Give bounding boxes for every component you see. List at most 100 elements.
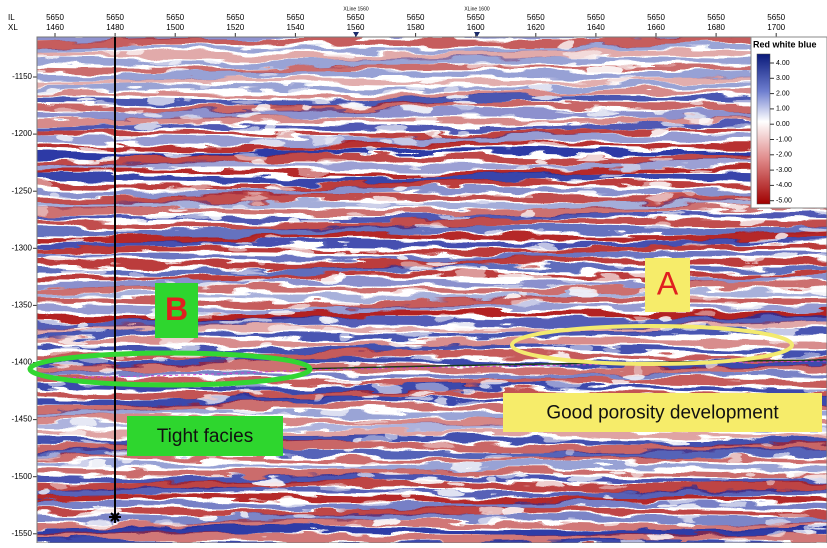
speckle bbox=[465, 76, 480, 80]
speckle bbox=[268, 311, 293, 316]
speckle bbox=[398, 107, 434, 111]
colorbar-label: 1.00 bbox=[776, 106, 790, 113]
speckle bbox=[371, 253, 383, 259]
speckle bbox=[589, 276, 620, 281]
speckle bbox=[238, 278, 267, 282]
speckle bbox=[709, 478, 730, 483]
speckle bbox=[563, 60, 580, 65]
speckle bbox=[649, 128, 667, 134]
speckle bbox=[728, 457, 742, 461]
speckle bbox=[487, 455, 512, 461]
colorbar-label: -3.00 bbox=[776, 167, 792, 174]
speckle bbox=[37, 489, 50, 495]
xline-marker bbox=[474, 32, 480, 37]
speckle bbox=[688, 168, 710, 171]
colorbar-label: -1.00 bbox=[776, 136, 792, 143]
speckle bbox=[533, 231, 542, 237]
speckle bbox=[397, 238, 420, 242]
speckle bbox=[459, 128, 472, 134]
speckle bbox=[521, 210, 535, 217]
speckle bbox=[154, 151, 176, 156]
speckle bbox=[748, 237, 781, 241]
speckle bbox=[82, 146, 108, 151]
speckle bbox=[135, 123, 163, 128]
speckle bbox=[453, 272, 488, 278]
y-tick-label: -1150 bbox=[12, 72, 32, 81]
speckle bbox=[444, 482, 461, 486]
colorbar-label: 0.00 bbox=[776, 121, 790, 128]
header-il: 5650 bbox=[106, 13, 124, 22]
speckle bbox=[304, 219, 339, 223]
speckle bbox=[724, 537, 749, 543]
speckle bbox=[271, 325, 307, 331]
speckle bbox=[383, 434, 396, 438]
speckle bbox=[510, 301, 543, 306]
speckle bbox=[123, 458, 135, 465]
header-il: 5650 bbox=[347, 13, 365, 22]
speckle bbox=[433, 315, 454, 321]
label-tight: Tight facies bbox=[157, 426, 253, 447]
speckle bbox=[388, 490, 418, 495]
speckle bbox=[168, 61, 183, 66]
speckle bbox=[680, 243, 708, 246]
speckle bbox=[456, 371, 481, 374]
speckle bbox=[501, 61, 530, 67]
header-il: 5650 bbox=[587, 13, 605, 22]
speckle bbox=[516, 476, 528, 481]
speckle bbox=[314, 393, 322, 399]
speckle bbox=[265, 488, 288, 494]
speckle bbox=[373, 385, 402, 391]
speckle bbox=[480, 381, 510, 387]
xline-marker-label: XLine 1560 bbox=[343, 6, 369, 12]
colorbar-label: 2.00 bbox=[776, 90, 790, 97]
speckle bbox=[344, 463, 363, 467]
speckle bbox=[323, 53, 355, 58]
label-a: A bbox=[657, 265, 679, 301]
speckle bbox=[601, 486, 629, 490]
header-xl: 1600 bbox=[467, 23, 485, 32]
speckle bbox=[359, 419, 389, 424]
speckle bbox=[778, 513, 809, 517]
speckle bbox=[117, 153, 152, 156]
speckle bbox=[539, 434, 570, 440]
speckle bbox=[600, 173, 623, 177]
speckle bbox=[416, 386, 451, 391]
speckle bbox=[248, 282, 262, 285]
speckle bbox=[299, 170, 331, 175]
speckle bbox=[60, 431, 85, 436]
speckle bbox=[238, 318, 271, 323]
speckle bbox=[693, 334, 712, 339]
speckle bbox=[362, 148, 374, 154]
header-xl: 1700 bbox=[767, 23, 785, 32]
speckle bbox=[478, 508, 505, 513]
speckle bbox=[635, 286, 643, 291]
header-xl: 1520 bbox=[226, 23, 244, 32]
header-il: 5650 bbox=[647, 13, 665, 22]
header-xl: 1580 bbox=[407, 23, 425, 32]
speckle bbox=[154, 358, 168, 362]
speckle bbox=[718, 502, 746, 507]
speckle bbox=[74, 320, 85, 327]
speckle bbox=[74, 327, 89, 330]
y-tick-label: -1350 bbox=[12, 301, 33, 310]
speckle bbox=[394, 290, 429, 295]
speckle bbox=[436, 267, 456, 273]
speckle bbox=[342, 447, 351, 453]
speckle bbox=[339, 134, 351, 139]
speckle bbox=[235, 153, 270, 160]
speckle bbox=[736, 304, 768, 309]
header-xl: 1540 bbox=[287, 23, 305, 32]
speckle bbox=[235, 43, 271, 47]
speckle bbox=[95, 367, 121, 373]
speckle bbox=[614, 264, 627, 269]
speckle bbox=[346, 521, 362, 526]
y-tick-label: -1250 bbox=[12, 186, 33, 195]
header-xl: 1500 bbox=[166, 23, 184, 32]
speckle bbox=[606, 470, 626, 475]
speckle bbox=[319, 158, 349, 164]
speckle bbox=[459, 191, 474, 197]
speckle bbox=[278, 133, 295, 140]
speckle bbox=[424, 130, 439, 136]
speckle bbox=[33, 53, 47, 58]
speckle bbox=[255, 478, 288, 485]
